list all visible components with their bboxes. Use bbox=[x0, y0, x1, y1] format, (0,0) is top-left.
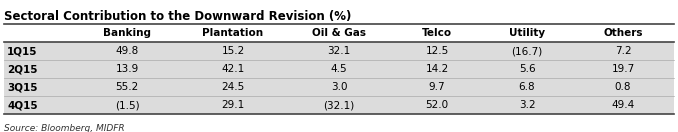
Text: 14.2: 14.2 bbox=[425, 64, 449, 74]
Bar bbox=[4, 96, 674, 114]
Text: 7.2: 7.2 bbox=[615, 46, 631, 56]
Text: Others: Others bbox=[603, 28, 643, 38]
Text: 1Q15: 1Q15 bbox=[7, 46, 37, 56]
Text: 9.7: 9.7 bbox=[428, 82, 445, 92]
Text: Sectoral Contribution to the Downward Revision (%): Sectoral Contribution to the Downward Re… bbox=[4, 10, 351, 23]
Text: 52.0: 52.0 bbox=[425, 100, 449, 110]
Text: 0.8: 0.8 bbox=[615, 82, 631, 92]
Text: Banking: Banking bbox=[103, 28, 151, 38]
Text: 12.5: 12.5 bbox=[425, 46, 449, 56]
Bar bbox=[4, 24, 674, 42]
Text: 49.4: 49.4 bbox=[612, 100, 635, 110]
Text: 24.5: 24.5 bbox=[222, 82, 245, 92]
Text: Oil & Gas: Oil & Gas bbox=[312, 28, 366, 38]
Bar bbox=[4, 60, 674, 78]
Text: (16.7): (16.7) bbox=[511, 46, 542, 56]
Text: 19.7: 19.7 bbox=[612, 64, 635, 74]
Text: 55.2: 55.2 bbox=[115, 82, 138, 92]
Text: 3Q15: 3Q15 bbox=[7, 82, 37, 92]
Text: (32.1): (32.1) bbox=[323, 100, 355, 110]
Bar bbox=[4, 42, 674, 60]
Text: 3.0: 3.0 bbox=[331, 82, 347, 92]
Text: Plantation: Plantation bbox=[203, 28, 264, 38]
Text: 15.2: 15.2 bbox=[222, 46, 245, 56]
Text: 32.1: 32.1 bbox=[327, 46, 351, 56]
Text: 42.1: 42.1 bbox=[222, 64, 245, 74]
Text: 4.5: 4.5 bbox=[331, 64, 347, 74]
Text: 29.1: 29.1 bbox=[222, 100, 245, 110]
Text: 4Q15: 4Q15 bbox=[7, 100, 37, 110]
Text: 3.2: 3.2 bbox=[519, 100, 536, 110]
Bar bbox=[4, 78, 674, 96]
Text: 2Q15: 2Q15 bbox=[7, 64, 37, 74]
Text: 6.8: 6.8 bbox=[519, 82, 536, 92]
Text: Utility: Utility bbox=[509, 28, 545, 38]
Text: (1.5): (1.5) bbox=[115, 100, 139, 110]
Text: 49.8: 49.8 bbox=[115, 46, 138, 56]
Text: 5.6: 5.6 bbox=[519, 64, 536, 74]
Text: Source: Bloomberg, MIDFR: Source: Bloomberg, MIDFR bbox=[4, 124, 125, 132]
Text: 13.9: 13.9 bbox=[115, 64, 138, 74]
Text: Telco: Telco bbox=[422, 28, 452, 38]
